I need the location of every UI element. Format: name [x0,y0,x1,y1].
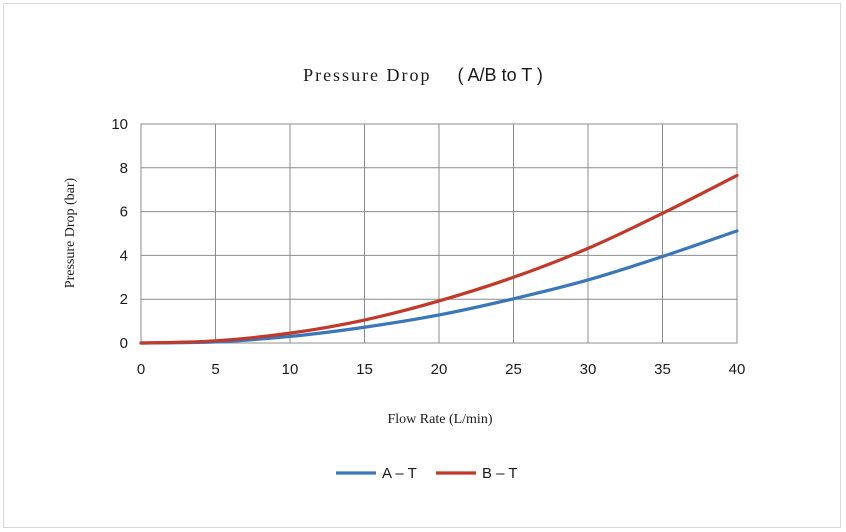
x-tick-label: 35 [654,361,671,378]
series-line-b-t [139,173,739,345]
chart-title-paren: ( A/B to T ) [458,65,543,85]
x-axis-label: Flow Rate (L/min) [388,412,493,427]
legend-label: A – T [382,465,417,482]
y-tick-label: 0 [120,335,128,352]
x-tick-label: 25 [505,361,522,378]
chart-title-main: Pressure Drop [303,65,431,85]
legend-label: B – T [482,465,518,482]
y-tick-label: 10 [111,116,128,133]
x-tick-label: 30 [580,361,597,378]
x-tick-label: 0 [137,361,145,378]
chart-frame [3,3,841,528]
x-tick-label: 10 [282,361,299,378]
grid [140,123,738,344]
y-tick-label: 8 [120,160,128,177]
series-lines [139,173,739,345]
tick-labels: 0 2 4 6 8 10 0 5 10 15 20 25 30 35 40 [111,116,745,378]
x-tick-label: 15 [356,361,373,378]
y-tick-label: 6 [120,204,128,221]
y-axis-label: Pressure Drop (bar) [63,177,78,288]
y-tick-label: 2 [120,291,128,308]
y-tick-label: 4 [120,247,128,264]
x-tick-label: 5 [211,361,219,378]
x-tick-label: 20 [431,361,448,378]
x-tick-label: 40 [729,361,746,378]
chart-title: Pressure Drop ( A/B to T ) [303,65,543,85]
